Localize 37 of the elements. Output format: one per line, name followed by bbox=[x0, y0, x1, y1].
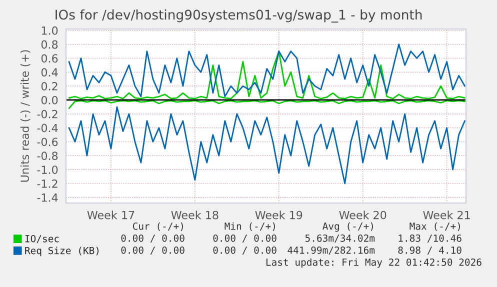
text: Cur (-/+) bbox=[132, 222, 183, 231]
legend-label: IO/sec bbox=[25, 234, 59, 244]
y-tick-label: -0.8 bbox=[37, 152, 58, 160]
y-tick-label: 0.2 bbox=[41, 82, 58, 90]
x-tick-label: Week 18 bbox=[171, 210, 218, 220]
y-tick-label: -0.2 bbox=[37, 110, 58, 118]
text: 0.00 / 0.00 bbox=[121, 246, 184, 255]
text: 0.00 / 0.00 bbox=[121, 234, 184, 243]
chart-title: IOs for /dev/hosting90systems01-vg/swap_1 - by month bbox=[56, 9, 422, 23]
text: 0.00 / 0.00 bbox=[213, 234, 276, 243]
y-tick-label: 1.0 bbox=[42, 26, 58, 35]
text: Min (-/+) bbox=[224, 222, 275, 231]
y-axis-title: Units read (-) / write (+) bbox=[20, 50, 30, 182]
y-tick-label: -0.4 bbox=[37, 124, 58, 132]
y-tick-label: 0.6 bbox=[41, 54, 58, 63]
y-tick-label: -0.6 bbox=[37, 138, 58, 146]
x-tick-label: Week 17 bbox=[87, 210, 134, 220]
y-tick-label: -1.4 bbox=[37, 194, 58, 202]
text: 8.98 / 4.10 bbox=[398, 246, 462, 255]
text: Max (-/+) bbox=[410, 222, 460, 231]
y-tick-label: 0.4 bbox=[41, 68, 58, 77]
legend-label: Req Size (KB) bbox=[25, 246, 99, 256]
text: Last update: Fri May 22 01:42:50 2026 bbox=[266, 258, 482, 268]
line-series bbox=[68, 44, 466, 98]
x-tick-label: Week 21 bbox=[423, 210, 470, 220]
y-tick-label: -1.0 bbox=[37, 166, 58, 174]
text: 0.00 / 0.00 bbox=[213, 246, 276, 255]
text: Avg (-/+) bbox=[322, 222, 373, 232]
y-tick-label: 0.0 bbox=[41, 96, 58, 104]
y-tick-label: 0.8 bbox=[41, 40, 58, 49]
line-series bbox=[68, 106, 466, 184]
x-tick-label: Week 20 bbox=[339, 210, 386, 220]
text: 1.83 /10.46 bbox=[398, 234, 462, 243]
text: 441.99m/282.16m bbox=[288, 246, 375, 255]
text: 5.63m/34.02m bbox=[305, 234, 375, 243]
x-tick-label: Week 19 bbox=[255, 210, 302, 220]
y-tick-label: -1.2 bbox=[37, 179, 58, 188]
